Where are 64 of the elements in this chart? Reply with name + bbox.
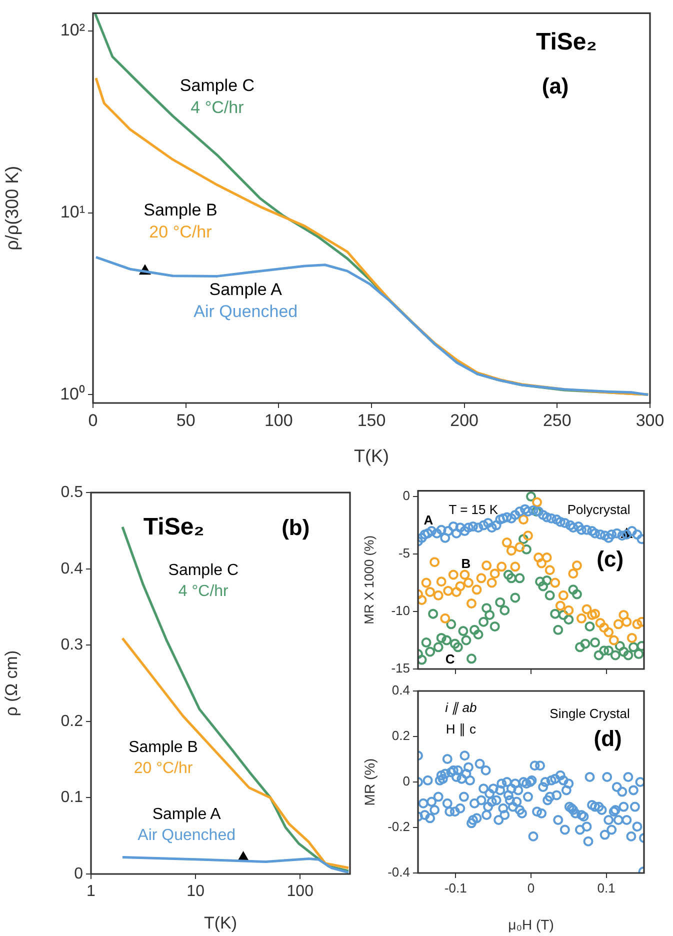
annotation: Sample B: [144, 200, 218, 220]
series-label: 20 °C/hr: [134, 760, 194, 777]
x-tick-label: 250: [542, 410, 572, 430]
annotation: Sample A: [152, 806, 222, 823]
y-tick-label: 0.2: [392, 728, 410, 744]
x-tick-label: 0.1: [597, 880, 616, 896]
annotation: T = 15 K: [448, 502, 498, 517]
annotation: (a): [542, 73, 569, 98]
x-tick-label: 0: [88, 410, 98, 430]
annotation: Sample C: [180, 76, 255, 95]
y-tick-label: 0.4: [392, 682, 410, 698]
series-label: Air Quenched: [194, 302, 298, 322]
x-axis-title: μ₀H (T): [508, 916, 554, 932]
x-tick-label: 300: [636, 410, 664, 430]
y-tick-label: 0: [402, 774, 410, 789]
annotation: (c): [596, 546, 624, 572]
annotation: Polycrystal: [567, 502, 630, 517]
y-tick-label: 0: [74, 865, 84, 882]
annotation: H ∥ c: [446, 722, 476, 737]
series-label: Air Quenched: [138, 826, 236, 844]
annotation: (b): [282, 514, 310, 540]
x-axis-title: T(K): [354, 446, 389, 466]
y-tick-label: -10: [391, 603, 410, 618]
y-tick-label: -0.4: [388, 864, 410, 880]
annotation: Sample A: [209, 280, 283, 300]
series-label: 4 °C/hr: [190, 98, 244, 117]
annotation: (d): [594, 726, 622, 752]
y-tick-label: -0.2: [388, 819, 410, 834]
y-tick-label: 0.1: [60, 789, 84, 806]
x-tick-label: 100: [286, 883, 314, 900]
annotation: TiSe₂: [143, 514, 204, 541]
annotation: Sample B: [128, 738, 198, 756]
y-tick-label: 0.4: [60, 560, 84, 578]
annotation: C: [445, 652, 456, 667]
annotation: B: [461, 556, 471, 571]
x-tick-label: -0.1: [444, 880, 467, 896]
y-tick-label: 10⁰: [60, 384, 85, 404]
y-tick-label: -5: [398, 546, 410, 561]
y-tick-label: 0.3: [60, 636, 84, 654]
annotation: TiSe₂: [536, 28, 597, 56]
annotation: Sample C: [168, 562, 239, 579]
x-tick-label: 0: [527, 880, 535, 896]
y-tick-label: -15: [391, 660, 410, 676]
y-axis-title: ρ (Ω cm): [2, 650, 21, 716]
y-axis-title: MR (%): [361, 758, 378, 806]
annotation: i ∥ ab: [445, 700, 477, 715]
y-axis-title: ρ/ρ(300 K): [2, 166, 22, 250]
x-tick-label: 50: [176, 410, 196, 430]
annotation: Single Crystal: [550, 706, 630, 722]
x-tick-label: 10: [186, 883, 205, 900]
y-tick-label: 0.2: [60, 712, 84, 730]
x-tick-label: 100: [264, 410, 293, 430]
y-axis-title: MR X 1000 (%): [361, 535, 376, 624]
x-axis-title: T(K): [204, 913, 238, 932]
text: 20 °C/hr: [149, 222, 212, 242]
annotation: A: [424, 512, 434, 528]
y-tick-label: 0.5: [60, 484, 84, 502]
x-tick-label: 200: [450, 410, 479, 430]
y-tick-label: 0: [402, 488, 410, 504]
y-tick-label: 10²: [60, 20, 86, 40]
series-label: 4 °C/hr: [178, 582, 230, 600]
y-tick-label: 10¹: [60, 202, 86, 222]
x-tick-label: 150: [357, 410, 386, 430]
x-tick-label: 1: [86, 883, 96, 900]
